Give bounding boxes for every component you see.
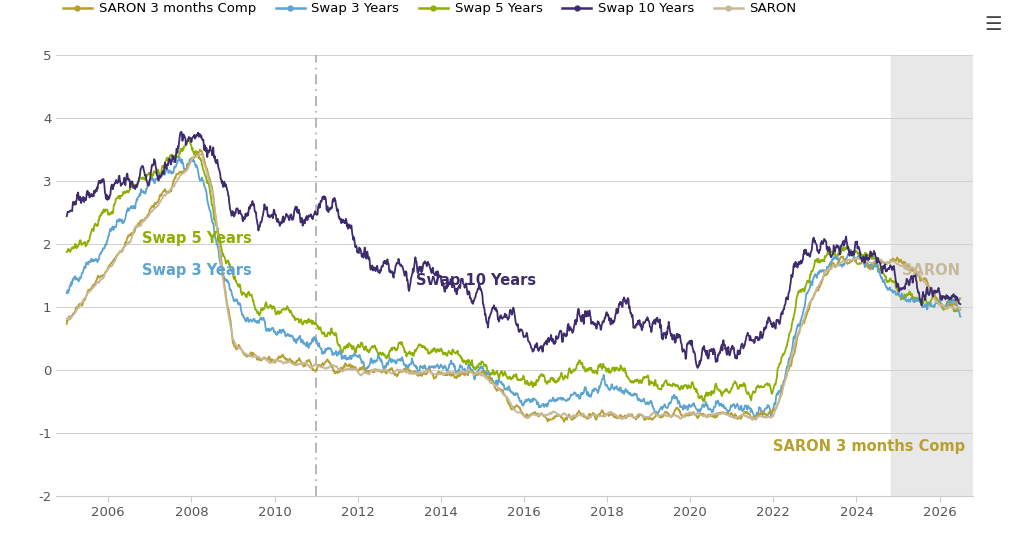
Text: Swap 5 Years: Swap 5 Years [141,231,252,246]
Legend: SARON 3 months Comp, Swap 3 Years, Swap 5 Years, Swap 10 Years, SARON: SARON 3 months Comp, Swap 3 Years, Swap … [62,2,797,15]
Text: ☰: ☰ [984,15,1001,34]
Bar [891,55,973,496]
Text: SARON: SARON [902,263,961,278]
Text: Swap 10 Years: Swap 10 Years [416,273,536,288]
Text: SARON 3 months Comp: SARON 3 months Comp [773,439,966,454]
Text: Swap 3 Years: Swap 3 Years [141,263,251,278]
